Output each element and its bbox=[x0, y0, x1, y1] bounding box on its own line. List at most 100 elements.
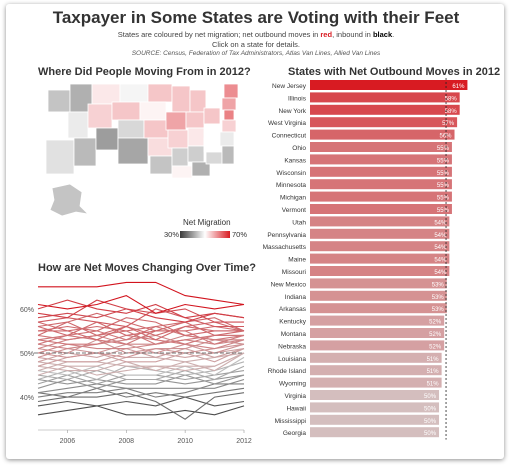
bar bbox=[310, 340, 445, 351]
bar-value-label: 54% bbox=[434, 233, 447, 239]
series-line bbox=[37, 308, 244, 323]
line-chart-title: How are Net Moves Changing Over Time? bbox=[38, 262, 257, 274]
series-line bbox=[37, 352, 245, 372]
series-line bbox=[37, 383, 244, 398]
bar bbox=[310, 390, 440, 400]
bar-value-label: 51% bbox=[427, 357, 440, 363]
bar-label: Montana bbox=[281, 331, 307, 338]
bar-value-label: 55% bbox=[437, 158, 450, 164]
bar bbox=[310, 266, 450, 276]
series-line bbox=[37, 370, 245, 385]
x-tick-label: 2006 bbox=[60, 438, 76, 445]
state-shape bbox=[117, 137, 149, 165]
series-line bbox=[37, 374, 245, 385]
bar-label: New Jersey bbox=[272, 83, 307, 90]
bar-label: Nebraska bbox=[278, 343, 306, 350]
bar-label: Louisiana bbox=[278, 356, 306, 363]
bar-label: Wyoming bbox=[279, 381, 306, 388]
bar-value-label: 58% bbox=[445, 96, 458, 102]
state-shape bbox=[221, 145, 235, 165]
bar-value-label: 54% bbox=[434, 258, 447, 264]
series-line bbox=[38, 281, 245, 306]
hawaii-shape bbox=[104, 219, 112, 225]
series-line bbox=[37, 295, 245, 314]
bar-label: Minnesota bbox=[276, 182, 306, 189]
bar-value-label: 50% bbox=[424, 406, 437, 412]
series-line bbox=[37, 321, 245, 336]
legend-color-ramp bbox=[180, 231, 230, 238]
legend-low-label: 30% bbox=[164, 230, 180, 239]
bar bbox=[310, 80, 468, 90]
hawaii-shape bbox=[119, 227, 131, 237]
bar-value-label: 55% bbox=[437, 183, 450, 189]
bar bbox=[310, 228, 450, 239]
series-line bbox=[37, 343, 245, 358]
bar bbox=[310, 402, 440, 413]
bar-label: Maine bbox=[288, 257, 306, 264]
bar-value-label: 54% bbox=[434, 245, 447, 251]
bar bbox=[310, 253, 450, 264]
bar-value-label: 50% bbox=[424, 394, 437, 400]
x-tick-label: 2012 bbox=[236, 438, 252, 445]
bar bbox=[310, 315, 445, 326]
series-line bbox=[37, 352, 245, 367]
bar bbox=[310, 179, 452, 190]
series-line bbox=[37, 352, 245, 376]
bar bbox=[310, 241, 450, 252]
bar-label: Arkansas bbox=[279, 306, 307, 313]
source-text: SOURCE: Census, Federation of Tax Admini… bbox=[131, 50, 381, 57]
bar-value-label: 55% bbox=[437, 208, 450, 214]
bar bbox=[310, 166, 452, 177]
bar bbox=[310, 290, 447, 301]
bar-label: Vermont bbox=[282, 207, 306, 214]
series-line bbox=[37, 317, 244, 336]
bar-value-label: 54% bbox=[434, 270, 447, 276]
bar-value-label: 55% bbox=[437, 171, 450, 177]
bar-chart-title: States with Net Outbound Moves in 2012 bbox=[288, 66, 501, 78]
legend-title: Net Migration bbox=[183, 218, 231, 227]
series-line bbox=[37, 299, 245, 323]
bar bbox=[310, 204, 452, 214]
series-line bbox=[37, 339, 245, 354]
bar bbox=[310, 414, 440, 425]
bar-value-label: 56% bbox=[440, 134, 453, 140]
bar bbox=[310, 352, 442, 363]
series-line bbox=[37, 378, 245, 394]
state-shape bbox=[191, 161, 211, 177]
legend-high-label: 70% bbox=[232, 230, 248, 239]
bar bbox=[310, 104, 460, 115]
bar bbox=[310, 328, 445, 338]
bar-label: Georgia bbox=[283, 430, 307, 437]
bar-value-label: 52% bbox=[429, 320, 442, 326]
bar-label: Kentucky bbox=[279, 319, 306, 326]
series-line bbox=[37, 321, 245, 336]
hawaii-shape bbox=[111, 223, 117, 227]
instruction-text: Click on a state for details. bbox=[212, 40, 300, 49]
bar-label: Mississippi bbox=[275, 418, 306, 425]
bar bbox=[310, 191, 452, 202]
series-line bbox=[37, 396, 245, 407]
x-tick-label: 2008 bbox=[118, 438, 134, 445]
bar bbox=[310, 154, 452, 165]
bar-value-label: 53% bbox=[432, 307, 445, 313]
series-line bbox=[37, 334, 244, 345]
bar-value-label: 50% bbox=[424, 431, 437, 437]
y-tick-label: 40% bbox=[20, 395, 34, 402]
bar-label: Michigan bbox=[280, 195, 306, 202]
bar-value-label: 54% bbox=[434, 220, 447, 226]
map-title: Where Did People Moving From in 2012? bbox=[38, 66, 251, 78]
bar-value-label: 61% bbox=[452, 84, 465, 90]
y-tick-label: 50% bbox=[20, 351, 34, 358]
subtitle: States are coloured by net migration; ne… bbox=[0, 30, 512, 39]
page-title: Taxpayer in Some States are Voting with … bbox=[52, 8, 460, 27]
bar bbox=[310, 216, 450, 227]
bar-value-label: 53% bbox=[432, 282, 445, 288]
series-line bbox=[37, 312, 245, 332]
bar-label: Connecticut bbox=[272, 133, 307, 140]
series-line bbox=[37, 299, 245, 319]
bar-label: Wisconsin bbox=[276, 170, 306, 177]
series-line bbox=[37, 365, 245, 381]
bar-value-label: 57% bbox=[442, 121, 455, 127]
